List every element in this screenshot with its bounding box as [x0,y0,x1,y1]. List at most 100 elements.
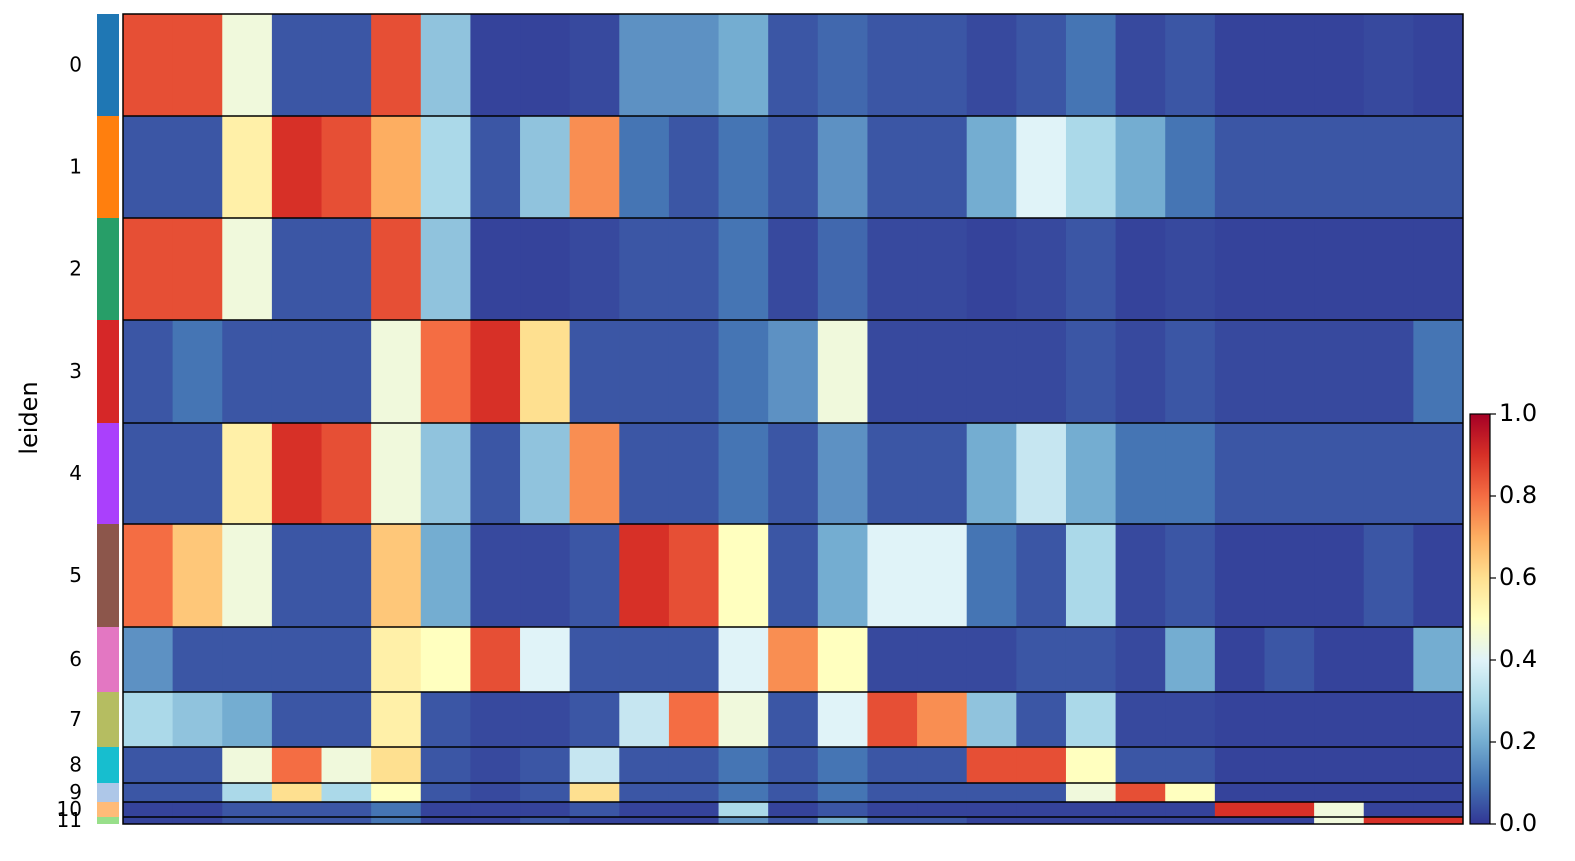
heatmap-cell [1214,627,1265,692]
colorbar-tick-label: 0.4 [1499,645,1537,673]
heatmap-cell [1165,423,1216,524]
heatmap-cell [271,747,323,783]
heatmap-cell [966,14,1017,116]
heatmap-cell [668,692,720,747]
heatmap-cell [867,116,918,218]
heatmap-cell [917,423,968,524]
heatmap-cell [867,14,918,116]
heatmap-cell [1314,692,1365,747]
heatmap-cell [768,423,819,524]
heatmap-cell [1314,524,1365,627]
heatmap-cell [271,627,323,692]
heatmap-cell [1165,14,1216,116]
heatmap-cell [1363,692,1414,747]
heatmap-cell [470,817,521,824]
heatmap-cell [619,692,670,747]
heatmap-cell [371,783,422,802]
heatmap-cell [420,783,471,802]
heatmap-cell [668,802,720,817]
heatmap-cell [420,218,471,320]
heatmap-cell [817,747,868,783]
heatmap-cell [420,14,471,116]
heatmap-cell [1165,817,1216,824]
heatmap-cell [917,320,968,423]
colorbar-tick-label: 1.0 [1499,399,1537,427]
heatmap-cell [520,320,571,423]
heatmap-cell [420,423,471,524]
heatmap-cell [222,783,273,802]
heatmap-cell [768,218,819,320]
heatmap-cell [271,783,323,802]
heatmap-cell [569,218,620,320]
heatmap-cell [123,320,174,423]
heatmap-cell [1264,116,1315,218]
heatmap-cell [817,320,868,423]
heatmap-cell [569,747,620,783]
heatmap-cell [371,692,422,747]
heatmap-cell [470,747,521,783]
heatmap-cell [867,783,918,802]
heatmap-cell [420,116,471,218]
heatmap-cell [172,320,223,423]
heatmap-cell [966,218,1017,320]
heatmap-cell [520,218,571,320]
heatmap-cell [222,627,273,692]
heatmap-frame [122,13,1464,825]
heatmap-cell [420,524,471,627]
heatmap-cell [917,218,968,320]
heatmap-cell [867,524,918,627]
heatmap-cell [1115,524,1166,627]
heatmap-cell [569,692,620,747]
heatmap-cell [718,627,769,692]
heatmap-cell [123,14,174,116]
heatmap-cell [520,524,571,627]
heatmap-cell [1016,116,1067,218]
heatmap-cell [371,14,422,116]
heatmap-cell [1065,116,1117,218]
heatmap-cell [569,116,620,218]
heatmap-cell [619,747,670,783]
heatmap-cell [718,218,769,320]
heatmap-cell [1016,524,1067,627]
heatmap-cell [1413,218,1464,320]
heatmap-cell [1264,817,1315,824]
heatmap-cell [569,423,620,524]
heatmap-cell [1413,817,1464,824]
heatmap-cell [966,802,1017,817]
heatmap-cell [1115,692,1166,747]
heatmap-cell [520,802,571,817]
heatmap-cell [172,627,223,692]
heatmap-cell [172,423,223,524]
cluster-swatch [97,116,119,218]
heatmap-cell [1264,14,1315,116]
heatmap-cell [1115,116,1166,218]
heatmap-cell [1165,802,1216,817]
heatmap-cell [222,817,273,824]
row-label: 0 [69,53,82,77]
heatmap-cell [520,692,571,747]
heatmap-cell [867,802,918,817]
heatmap-cell [1115,747,1166,783]
heatmap-cell [1314,783,1365,802]
heatmap-cell [321,692,372,747]
heatmap-cell [817,218,868,320]
heatmap-cell [1115,783,1166,802]
heatmap-cell [718,802,769,817]
heatmap-cell [966,320,1017,423]
heatmap-cell [917,817,968,824]
heatmap-cell [1413,802,1464,817]
heatmap-cell [1016,692,1067,747]
heatmap-cell [569,817,620,824]
heatmap-cell [371,116,422,218]
heatmap-cell [172,783,223,802]
heatmap-cell [321,627,372,692]
heatmap-cell [371,802,422,817]
heatmap-cell [668,783,720,802]
heatmap-cell [1264,524,1315,627]
heatmap-cell [470,692,521,747]
heatmap-cell [1314,802,1365,817]
heatmap-cell [1115,817,1166,824]
heatmap-cell [817,627,868,692]
cluster-swatch [97,692,119,747]
